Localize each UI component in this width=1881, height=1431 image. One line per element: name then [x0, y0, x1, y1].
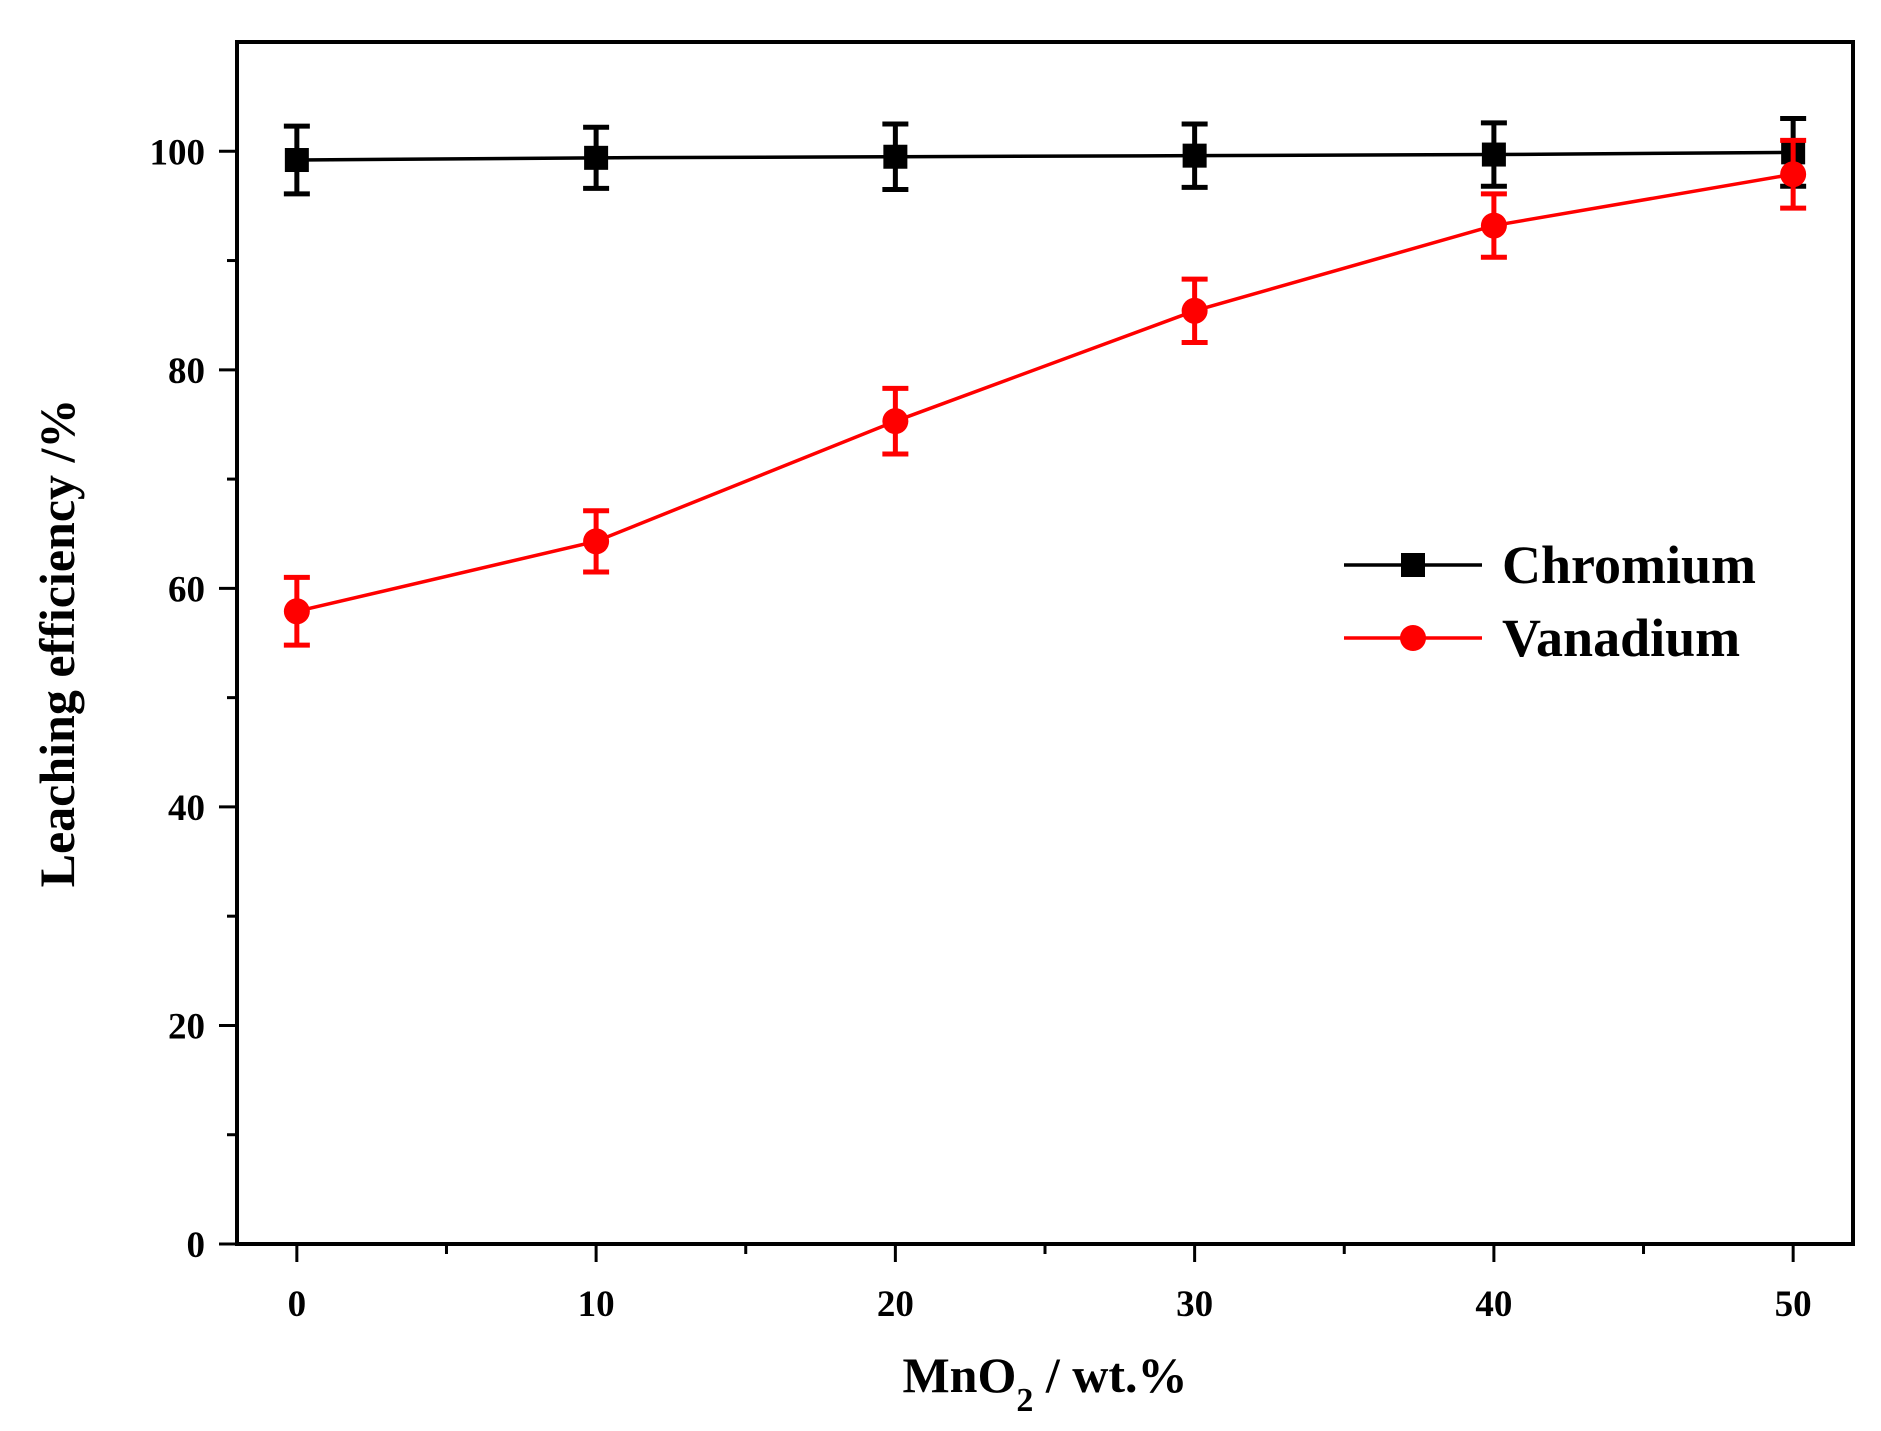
- series-line: [296, 172, 1794, 614]
- tick-labels-layer: 0 10 20 30 40 50 0 20 40 60 80 100: [150, 132, 1812, 1325]
- x-tick-label: 40: [1475, 1284, 1512, 1325]
- x-axis-title: MnO2 / wt.%: [902, 1347, 1187, 1419]
- data-point: [283, 598, 310, 625]
- y-tick-label: 100: [150, 132, 206, 173]
- data-point: [284, 148, 309, 173]
- x-axis-title-subscript: 2: [1016, 1382, 1033, 1419]
- y-tick-label: 20: [168, 1006, 205, 1047]
- data-point: [1481, 142, 1506, 167]
- x-tick-label: 50: [1775, 1284, 1812, 1325]
- series-chromium: [283, 115, 1807, 197]
- plot-frame: [235, 40, 1855, 1246]
- y-tick-label: 60: [168, 569, 205, 610]
- x-tick-label: 20: [877, 1284, 914, 1325]
- legend-marker: [1401, 553, 1425, 577]
- series-vanadium: [283, 137, 1807, 648]
- data-point: [1780, 161, 1807, 188]
- y-axis-title: Leaching efficiency /%: [29, 399, 85, 888]
- data-point: [584, 145, 609, 170]
- data-point: [1480, 212, 1507, 239]
- legend: Chromium Vanadium: [1344, 535, 1756, 668]
- y-tick-label: 0: [187, 1225, 206, 1266]
- series-line: [296, 150, 1794, 162]
- x-axis-title-base: MnO: [902, 1347, 1016, 1403]
- x-tick-label: 30: [1176, 1284, 1213, 1325]
- data-point: [883, 144, 908, 169]
- series-layer: [283, 115, 1807, 648]
- data-point: [583, 528, 610, 555]
- legend-label: Vanadium: [1502, 608, 1740, 668]
- ticks-layer: [219, 149, 1795, 1262]
- x-tick-label: 0: [288, 1284, 307, 1325]
- legend-marker: [1400, 625, 1426, 651]
- data-point: [882, 408, 909, 435]
- x-tick-label: 10: [578, 1284, 615, 1325]
- data-point: [1182, 143, 1207, 168]
- x-axis-title-suffix: / wt.%: [1033, 1347, 1187, 1403]
- legend-item-chromium: Chromium: [1344, 535, 1756, 595]
- legend-item-vanadium: Vanadium: [1344, 608, 1740, 668]
- y-tick-label: 40: [168, 788, 205, 829]
- y-tick-label: 80: [168, 351, 205, 392]
- data-point: [1181, 297, 1208, 324]
- legend-label: Chromium: [1502, 535, 1756, 595]
